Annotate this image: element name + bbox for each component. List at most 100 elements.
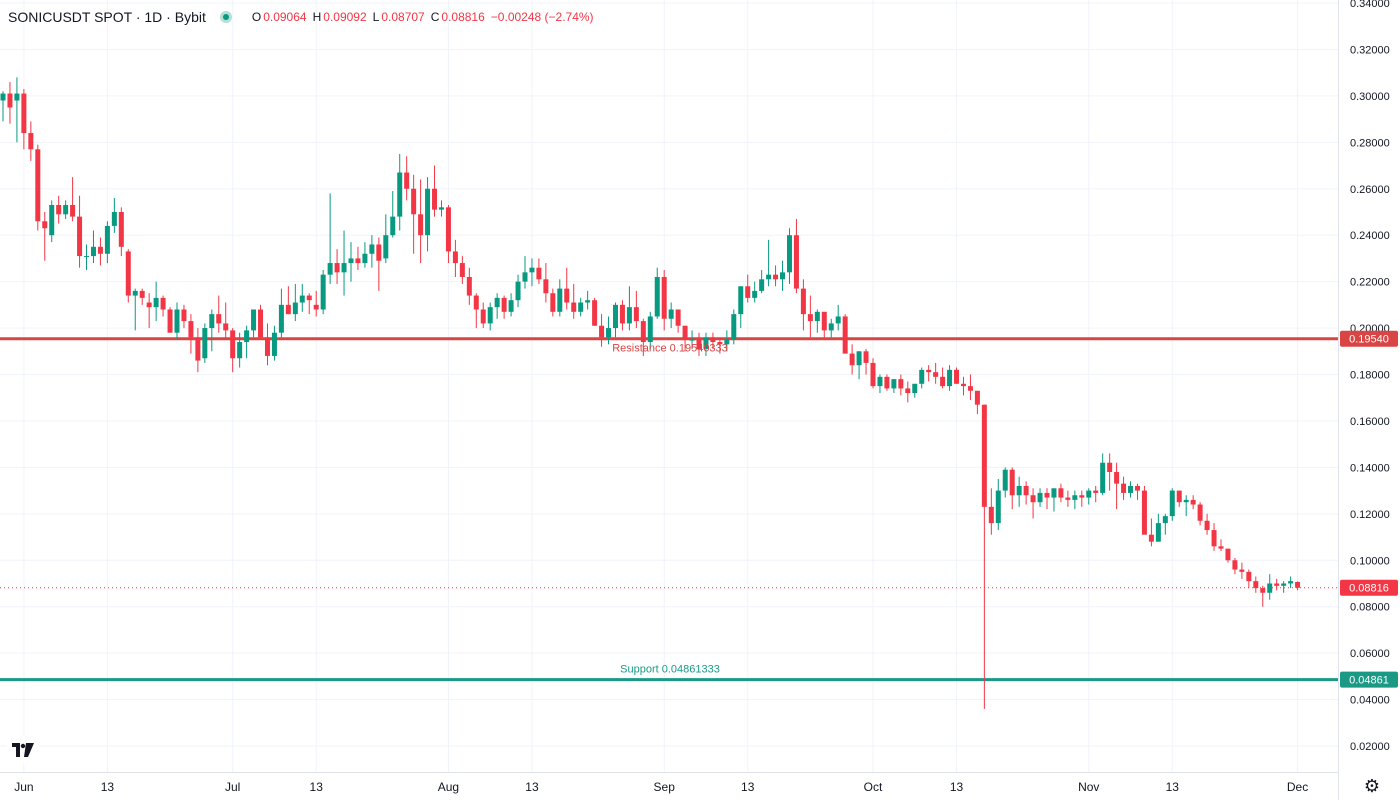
candle [898,374,904,396]
candle [1260,585,1266,607]
candle [905,381,911,403]
candle-body [974,390,980,405]
price-tick-label: 0.10000 [1350,555,1390,567]
candle-body [1218,546,1224,549]
price-chart[interactable]: Resistance 0.19540333 Support 0.04861333 [0,0,1338,772]
candle [856,351,862,380]
candle [285,286,291,315]
candle [278,288,284,338]
price-axis[interactable]: 0.34000 0.32000 0.30000 0.28000 0.26000 0.240… [1338,0,1400,800]
candle [118,207,124,257]
candle [793,218,799,294]
market-status-icon[interactable] [219,11,232,23]
candle [1128,481,1134,498]
candle [1211,523,1217,551]
candle-body [118,211,124,247]
time-tick-label: 13 [1166,780,1180,794]
candle-body [856,351,862,366]
candle-body [188,321,194,338]
price-tick-label: 0.32000 [1350,44,1390,56]
time-axis[interactable]: Jun 13 Jul 13 Aug 13 Sep 13 Oct 13 Nov 13 Dec [0,772,1338,801]
candle [153,281,159,322]
candle [320,270,326,315]
candle-body [334,263,340,273]
resistance-label: Resistance 0.19540333 [612,343,728,355]
candle [766,239,772,287]
candle [1141,485,1147,535]
candle-body [125,251,131,296]
candle [995,478,1001,531]
candle-body [571,302,577,312]
candle [1183,495,1189,517]
candle [397,153,403,231]
candle-body [564,288,570,303]
candle [1155,513,1161,542]
change-value: −0.00248 (−2.74%) [490,10,594,24]
candle [849,344,855,375]
candle [578,297,584,317]
candle [84,244,90,271]
resistance-price-label: 0.19540 [1349,334,1389,346]
candle-body [947,369,953,387]
candle-body [1155,523,1161,542]
candle [1009,467,1015,510]
candle [90,230,96,264]
candle-body [56,205,62,215]
time-tick-label: Aug [438,780,459,794]
settings-gear-icon[interactable]: ⚙ [1363,775,1381,796]
candle [891,379,897,394]
candle-body [578,302,584,312]
candle-body [1225,548,1231,561]
candle [1107,453,1113,491]
candle [884,374,890,391]
open-value: 0.09064 [263,10,307,24]
support-price-label: 0.04861 [1349,675,1389,687]
candle [487,302,493,331]
candle-body [473,295,479,310]
candle [786,228,792,284]
candle-body [63,205,69,215]
candle-body [633,307,639,322]
candle-body [97,246,103,254]
candle-body [1051,488,1057,498]
candle-body [111,211,117,226]
candle-body [877,376,883,387]
candle-body [703,337,709,349]
symbol-title[interactable]: SONICUSDT SPOT · 1D · Bybit [8,9,206,25]
candle-body [278,304,284,333]
candle-body [661,276,667,319]
candle [70,177,76,222]
candle-body [362,253,368,264]
tradingview-logo-icon[interactable] [6,736,40,764]
candle-body [251,309,257,331]
candle-body [710,337,716,342]
candle-body [766,274,772,280]
candle-body [640,321,646,342]
candle [863,348,869,375]
candle [425,177,431,252]
candle-body [926,369,932,373]
candle [195,328,201,373]
candle-body [425,188,431,236]
candle [49,200,55,243]
candle [626,286,632,331]
candle [1023,481,1029,505]
candle [1065,490,1071,507]
candle [606,316,612,345]
candle [473,293,479,329]
candle [571,283,577,319]
candle-body [146,302,152,308]
time-tick-label: 13 [950,780,964,794]
candle-body [835,316,841,324]
candle-body [821,311,827,331]
candle-body [773,274,779,280]
candle [759,270,765,294]
candle-body [654,276,660,317]
candle-body [1197,504,1203,521]
chart-area[interactable]: Resistance 0.19540333 Support 0.04861333 [0,0,1338,772]
time-tick-label: Nov [1078,780,1099,794]
candle [1086,488,1092,505]
candle [466,267,472,305]
candle-body [1211,530,1217,547]
price-tick-label: 0.24000 [1350,230,1390,242]
